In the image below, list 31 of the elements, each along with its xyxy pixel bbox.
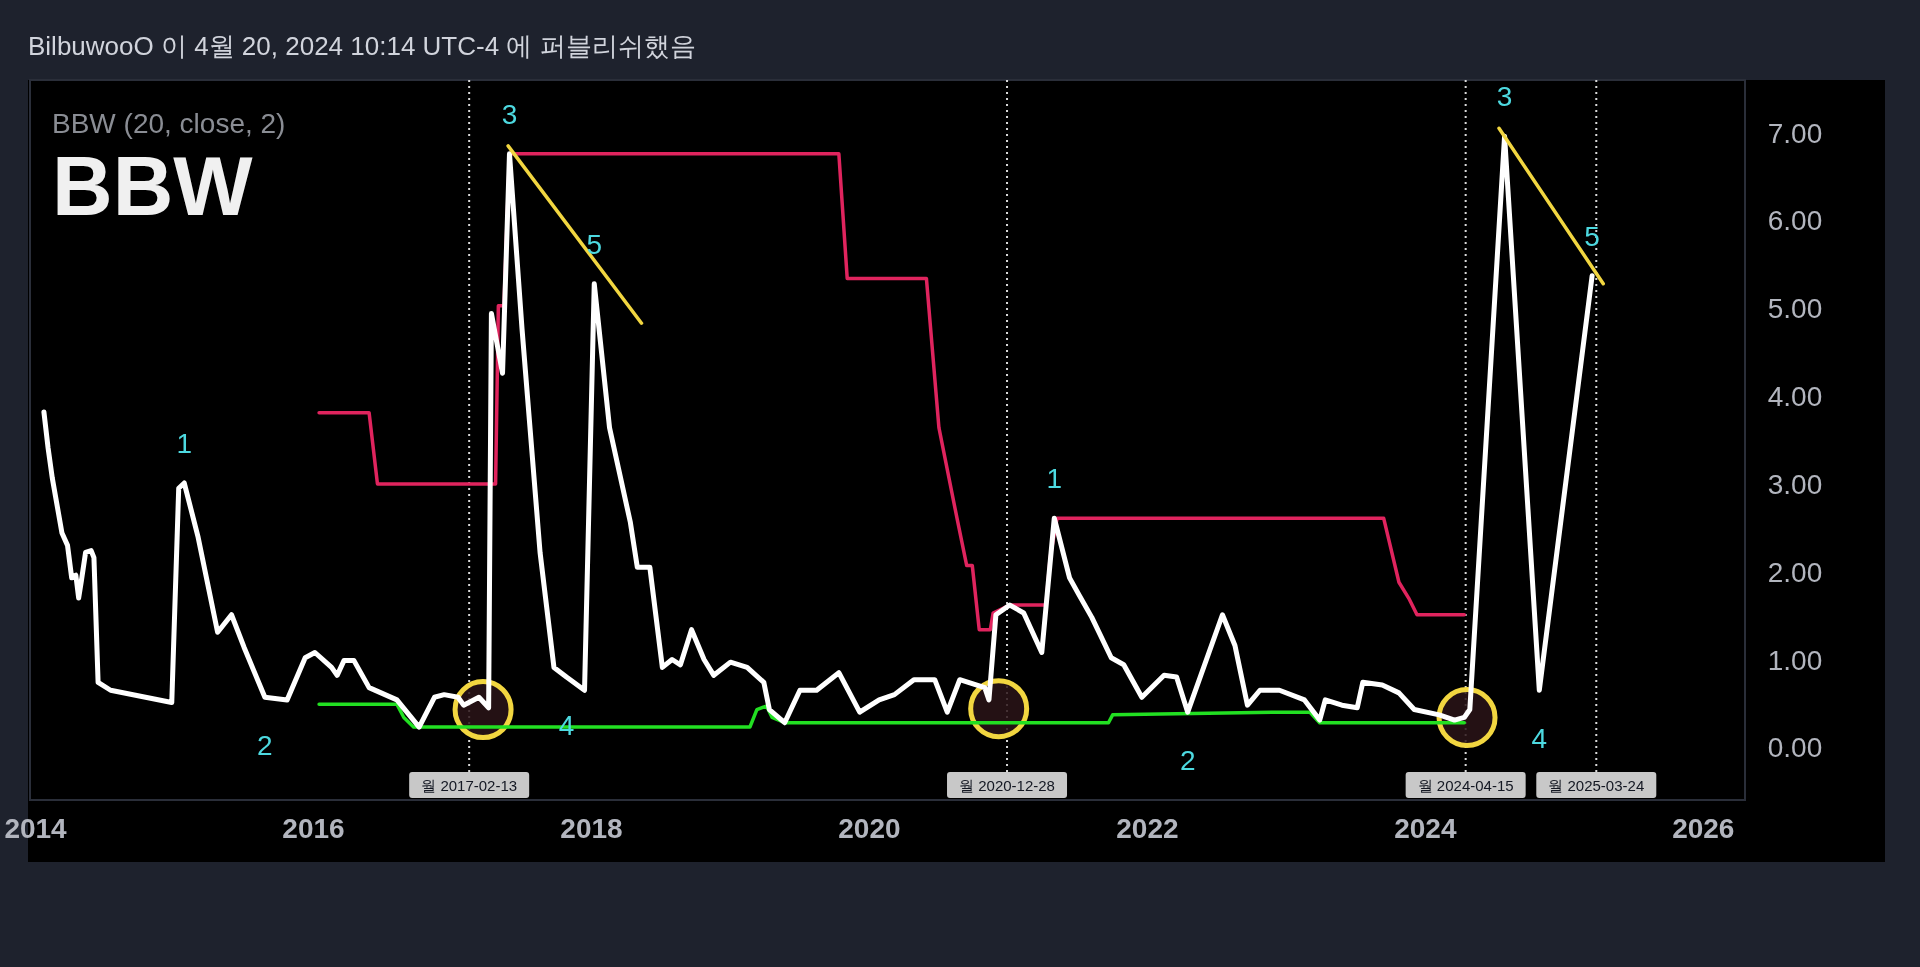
x-tick-label: 2018 <box>560 813 623 844</box>
y-tick-label: 7.00 <box>1767 117 1823 149</box>
y-tick-label: 3.00 <box>1767 468 1823 500</box>
y-tick-label: 4.00 <box>1767 381 1823 413</box>
y-tick-label: 2.00 <box>1767 556 1823 588</box>
y-tick-label: 1.00 <box>1767 644 1823 676</box>
ref-line-label: 월 2020-12-28 <box>959 777 1055 794</box>
y-tick-label: 6.00 <box>1767 205 1823 237</box>
x-tick-label: 2014 <box>4 813 68 844</box>
x-tick-label: 2020 <box>838 813 901 844</box>
annotation: 5 <box>586 228 603 260</box>
annotation: 4 <box>1531 723 1548 755</box>
annotation: 3 <box>501 98 518 130</box>
y-tick-label: 5.00 <box>1767 293 1823 325</box>
ref-line-label: 월 2024-04-15 <box>1417 777 1514 794</box>
annotation: 2 <box>257 730 273 762</box>
text: BBW (20, close, 2) <box>52 108 286 139</box>
annotation: BBW <box>52 139 254 233</box>
x-tick-label: 2016 <box>282 813 345 844</box>
chart-title: BilbuwooO 이 4월 20, 2024 10:14 UTC-4 에 퍼블리쉬했음 <box>28 31 696 61</box>
annotation: 5 <box>1584 220 1600 252</box>
annotation: 3 <box>1496 81 1513 113</box>
annotation: 1 <box>176 428 193 460</box>
y-tick-label: 0.00 <box>1767 732 1823 764</box>
annotation: 1 <box>1046 463 1063 495</box>
x-tick-label: 2026 <box>1672 813 1735 844</box>
ref-line-label: 월 2017-02-13 <box>421 777 518 794</box>
annotation: 2 <box>1179 745 1196 777</box>
x-tick-label: 2022 <box>1116 813 1179 844</box>
ref-line-label: 월 2025-03-24 <box>1548 777 1645 794</box>
x-tick-label: 2024 <box>1394 813 1457 844</box>
